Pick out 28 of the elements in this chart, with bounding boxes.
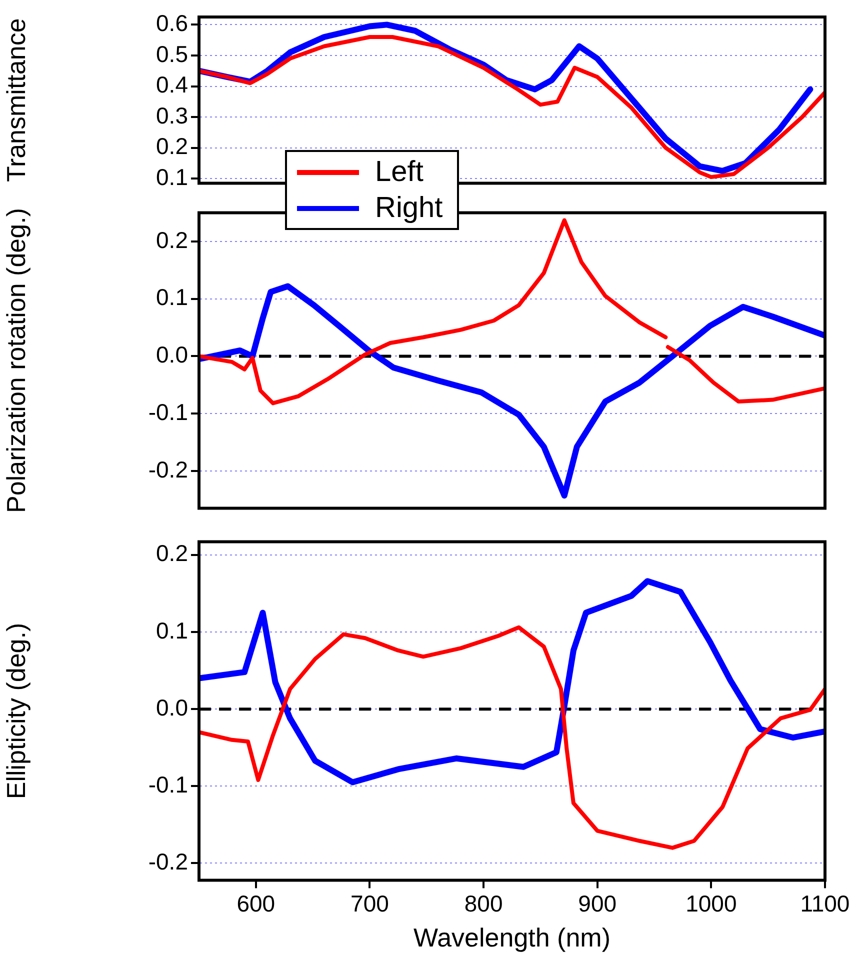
x-tick-label: 900 <box>578 890 617 916</box>
y-axis-title: Transmittance <box>0 18 31 182</box>
x-axis-title: Wavelength (nm) <box>414 922 610 953</box>
y-tick-label: 0.2 <box>156 226 188 253</box>
x-tick-label: 1000 <box>686 890 737 916</box>
y-tick-label: -0.2 <box>148 848 188 875</box>
y-axis-title: Ellipticity (deg.) <box>0 622 31 800</box>
y-tick-label: 0.0 <box>156 342 188 368</box>
y-tick-label: 0.1 <box>156 617 188 644</box>
legend-label: Right <box>375 191 443 226</box>
y-axis-title: Polarization rotation (deg.) <box>0 208 31 513</box>
y-tick-label: 0.0 <box>156 694 188 720</box>
y-tick-label: 0.4 <box>156 72 188 98</box>
y-tick-label: 0.2 <box>156 133 188 160</box>
y-tick-label: 0.3 <box>156 102 188 128</box>
y-tick-label: 0.2 <box>156 540 188 566</box>
y-tick-label: 0.6 <box>156 10 188 36</box>
x-tick-label: 1100 <box>800 890 850 916</box>
y-tick-label: -0.2 <box>148 456 188 482</box>
y-tick-label: 0.1 <box>156 164 188 190</box>
x-tick-label: 700 <box>350 890 389 916</box>
x-tick-label: 600 <box>236 890 276 916</box>
y-tick-label: 0.5 <box>156 40 188 67</box>
x-tick-label: 800 <box>464 890 503 916</box>
legend-label: Left <box>375 155 424 190</box>
y-tick-label: -0.1 <box>148 772 188 798</box>
y-tick-label: 0.1 <box>156 284 188 310</box>
y-tick-label: -0.1 <box>148 398 188 425</box>
